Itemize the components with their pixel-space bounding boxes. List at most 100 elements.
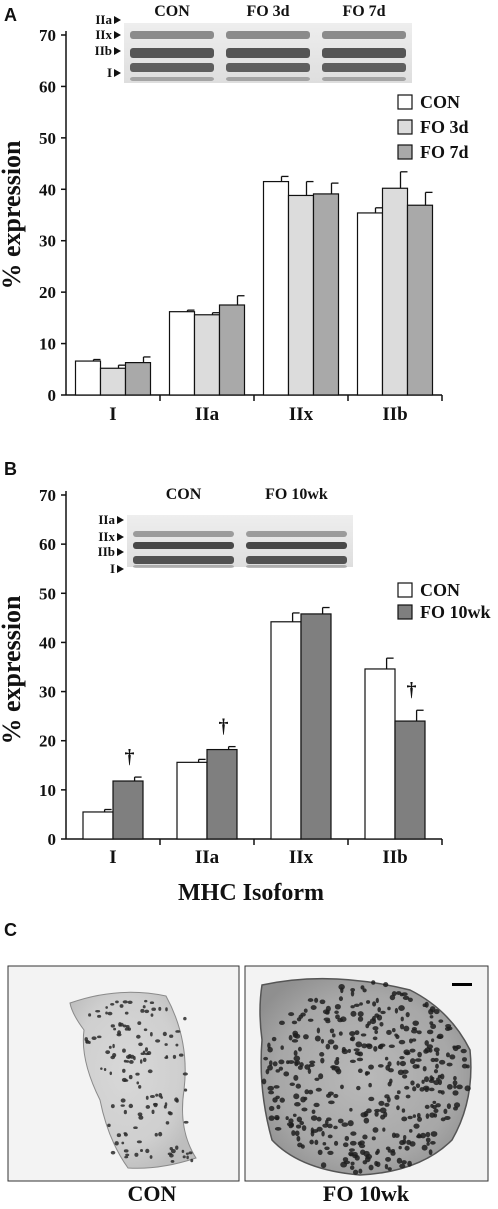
gel-band bbox=[246, 556, 347, 564]
fiber-dot bbox=[445, 1024, 451, 1028]
significance-mark: † bbox=[125, 746, 135, 768]
fiber-dot bbox=[417, 1133, 421, 1138]
fiber-dot bbox=[406, 1012, 410, 1017]
fiber-dot bbox=[165, 1102, 168, 1106]
fiber-dot bbox=[376, 998, 379, 1003]
bar bbox=[264, 182, 289, 395]
fiber-dot bbox=[397, 1090, 401, 1094]
fiber-dot bbox=[377, 1007, 381, 1012]
fiber-dot bbox=[303, 1034, 309, 1039]
fiber-dot bbox=[403, 1026, 409, 1032]
fiber-dot bbox=[339, 1031, 343, 1035]
fiber-dot bbox=[122, 1078, 127, 1082]
fiber-dot bbox=[340, 1016, 346, 1022]
bar bbox=[113, 781, 143, 839]
fiber-dot bbox=[186, 1156, 189, 1160]
fiber-dot bbox=[317, 1117, 322, 1122]
fiber-dot bbox=[358, 1142, 362, 1146]
x-category-label: I bbox=[109, 847, 116, 868]
band-marker-icon bbox=[114, 47, 121, 55]
fiber-dot bbox=[311, 1005, 317, 1010]
fiber-dot bbox=[409, 1038, 413, 1043]
fiber-dot bbox=[372, 1001, 376, 1006]
x-category-label: IIa bbox=[195, 404, 220, 425]
fiber-dot bbox=[121, 1098, 126, 1102]
gel-band-label: IIa bbox=[98, 512, 115, 527]
fiber-dot bbox=[308, 998, 314, 1002]
fiber-dot bbox=[404, 1146, 409, 1151]
fiber-dot bbox=[392, 991, 397, 996]
fiber-dot bbox=[151, 1013, 154, 1016]
gel-band bbox=[130, 63, 214, 72]
fiber-dot bbox=[426, 1142, 429, 1146]
fiber-dot bbox=[378, 1101, 384, 1106]
gel-band bbox=[246, 542, 347, 549]
fiber-dot bbox=[401, 1116, 407, 1121]
x-category-label: IIb bbox=[382, 847, 407, 868]
fiber-dot bbox=[119, 1023, 123, 1027]
fiber-dot bbox=[407, 1161, 412, 1167]
fiber-dot bbox=[163, 1032, 167, 1036]
fiber-dot bbox=[184, 1121, 189, 1124]
fiber-dot bbox=[462, 1064, 468, 1069]
fiber-dot bbox=[360, 985, 364, 989]
fiber-dot bbox=[107, 1124, 111, 1127]
y-tick-label: 10 bbox=[39, 335, 56, 354]
fiber-dot bbox=[410, 1058, 415, 1064]
fiber-dot bbox=[426, 1138, 431, 1143]
bar bbox=[358, 213, 383, 395]
fiber-dot bbox=[120, 1104, 124, 1106]
fiber-dot bbox=[136, 1035, 141, 1039]
fiber-dot bbox=[274, 1085, 280, 1089]
gel-band bbox=[226, 77, 310, 81]
fiber-dot bbox=[374, 1109, 381, 1112]
fiber-dot bbox=[327, 1151, 333, 1155]
legend-label: FO 3d bbox=[420, 117, 469, 137]
fiber-dot bbox=[385, 1057, 388, 1061]
fiber-dot bbox=[124, 1156, 128, 1159]
fiber-dot bbox=[105, 1050, 110, 1054]
fiber-dot bbox=[325, 1119, 329, 1125]
fiber-dot bbox=[424, 1076, 429, 1082]
fiber-dot bbox=[363, 1160, 368, 1164]
fiber-dot bbox=[183, 1155, 186, 1158]
fiber-dot bbox=[406, 1095, 411, 1099]
fiber-dot bbox=[314, 1140, 318, 1145]
gel-band bbox=[246, 531, 347, 537]
fiber-dot bbox=[183, 1072, 188, 1075]
gel-b: CON FO 10wkIIaIIxIIbI bbox=[98, 486, 353, 576]
fiber-dot bbox=[400, 1024, 404, 1030]
fiber-dot bbox=[145, 1149, 149, 1153]
fiber-dot bbox=[315, 1035, 321, 1041]
fiber-dot bbox=[314, 998, 318, 1003]
fiber-dot bbox=[105, 1006, 108, 1009]
fiber-dot bbox=[358, 1169, 362, 1174]
fiber-dot bbox=[144, 1000, 147, 1003]
fiber-dot bbox=[427, 1030, 433, 1035]
fiber-dot bbox=[363, 1151, 369, 1157]
gel-band bbox=[322, 48, 406, 58]
fiber-dot bbox=[426, 1132, 431, 1137]
fiber-dot bbox=[88, 1013, 91, 1016]
gel-band bbox=[133, 565, 234, 568]
fiber-dot bbox=[155, 1133, 158, 1137]
fiber-dot bbox=[129, 1075, 133, 1079]
fiber-dot bbox=[429, 1112, 435, 1117]
fiber-dot bbox=[378, 1064, 384, 1068]
gel-lane-label: CON bbox=[154, 3, 190, 20]
fiber-dot bbox=[413, 1124, 419, 1129]
fiber-dot bbox=[374, 1030, 378, 1034]
fiber-dot bbox=[412, 1064, 418, 1069]
fiber-dot bbox=[280, 1098, 285, 1103]
fiber-dot bbox=[375, 1151, 379, 1155]
fiber-dot bbox=[108, 1012, 113, 1016]
fiber-dot bbox=[292, 1039, 298, 1043]
y-tick-label: 10 bbox=[39, 781, 56, 800]
fiber-dot bbox=[366, 1071, 371, 1075]
fiber-dot bbox=[104, 1068, 106, 1071]
fiber-dot bbox=[293, 1075, 298, 1081]
fiber-dot bbox=[397, 1061, 400, 1066]
significance-mark: † bbox=[219, 716, 229, 738]
panel-c-label: C bbox=[4, 920, 17, 940]
fiber-dot bbox=[308, 1068, 311, 1074]
